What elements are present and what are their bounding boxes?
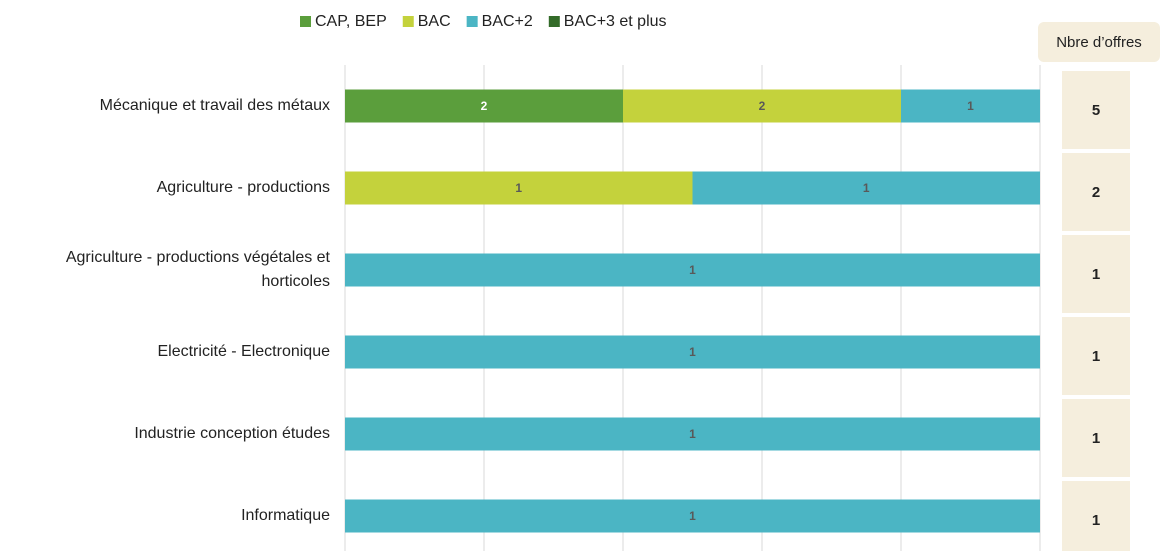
data-label: 2: [481, 99, 488, 113]
legend-swatch: [466, 16, 478, 27]
data-label: 1: [863, 181, 870, 195]
category-label: Mécanique et travail des métaux: [99, 97, 330, 114]
total-cell: 5: [1062, 71, 1130, 149]
data-label: 2: [759, 99, 766, 113]
data-label: 1: [689, 427, 696, 441]
total-cell: 1: [1062, 399, 1130, 477]
total-cell: 1: [1062, 235, 1130, 313]
bar-segment: [345, 253, 1040, 287]
bar-segment: [692, 171, 1040, 205]
category-label: Agriculture - productions: [156, 179, 330, 196]
data-label: 1: [515, 181, 522, 195]
legend-label: CAP, BEP: [315, 13, 387, 30]
data-label: 1: [689, 345, 696, 359]
total-cell: 1: [1062, 317, 1130, 395]
data-label: 1: [967, 99, 974, 113]
data-label: 1: [689, 509, 696, 523]
bar-segment: [901, 89, 1040, 123]
bar-segment: [345, 499, 1040, 533]
total-cell: 2: [1062, 153, 1130, 231]
legend-label: BAC+2: [482, 13, 533, 30]
total-cell: 1: [1062, 481, 1130, 551]
legend-label: BAC+3 et plus: [564, 13, 667, 30]
bar-segment: [623, 89, 901, 123]
category-label: Electricité - Electronique: [157, 343, 330, 360]
data-label: 1: [689, 263, 696, 277]
bar-segment: [345, 89, 623, 123]
category-label: Industrie conception études: [134, 425, 330, 442]
category-label: Agriculture - productions végétales et h…: [65, 249, 330, 290]
bar-segment: [345, 417, 1040, 451]
legend-swatch: [402, 16, 414, 27]
category-label: Informatique: [241, 507, 330, 524]
totals-header: Nbre d’offres: [1038, 22, 1160, 62]
legend-swatch: [548, 16, 560, 27]
bar-segment: [345, 171, 693, 205]
legend-label: BAC: [418, 13, 451, 30]
bar-segment: [345, 335, 1040, 369]
legend-swatch: [300, 16, 311, 27]
